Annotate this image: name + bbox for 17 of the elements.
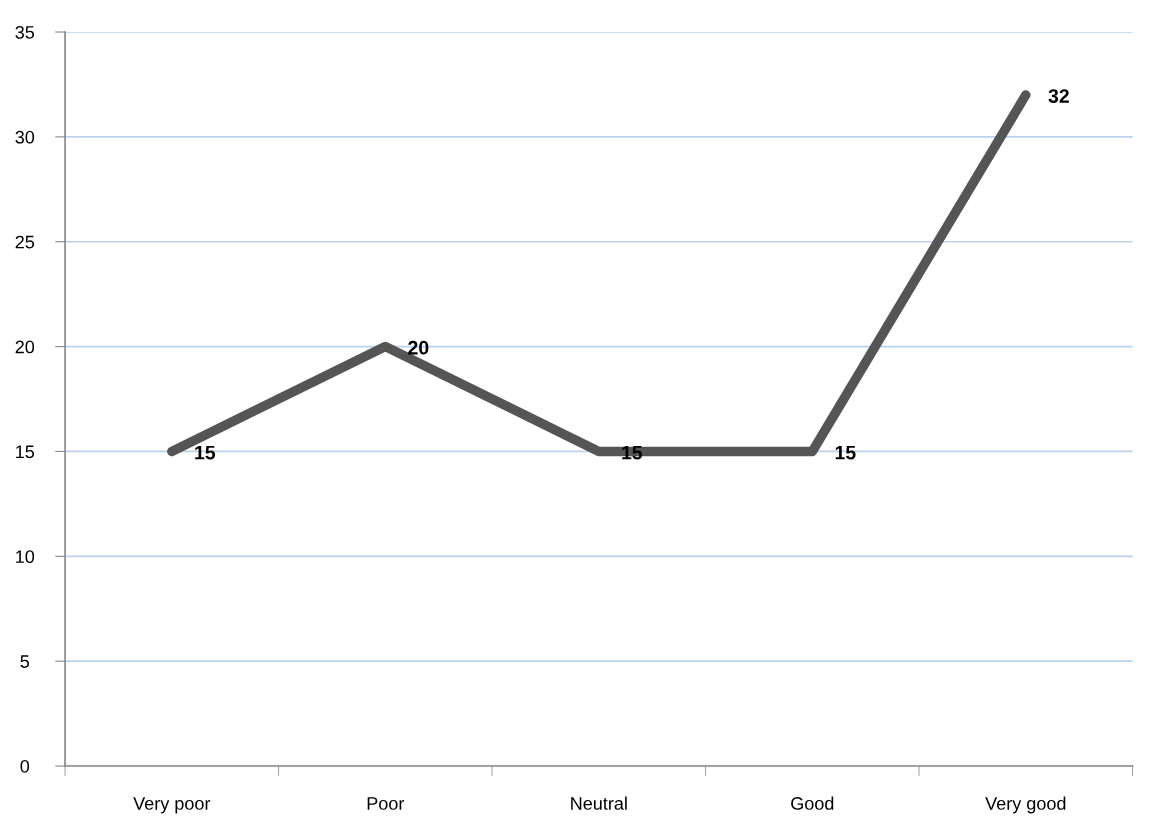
y-tick-label: 15 — [16, 445, 35, 459]
y-tick-label: 10 — [16, 550, 35, 564]
y-tick-label: 20 — [15, 340, 35, 354]
y-tick-label: 25 — [15, 235, 35, 249]
x-tick-label: Poor — [367, 797, 405, 810]
y-tick-label: 5 — [20, 655, 30, 668]
y-tick-label: 30 — [15, 130, 35, 144]
x-tick-label: Very poor — [133, 797, 211, 814]
data-label: 32 — [1048, 89, 1069, 103]
x-tick-label: Very good — [985, 796, 1066, 814]
y-tick-label: 0 — [20, 759, 30, 773]
x-tick-label: Neutral — [571, 796, 627, 810]
data-label: 15 — [195, 445, 216, 460]
data-label: 15 — [835, 445, 856, 460]
y-tick-label: 35 — [15, 25, 35, 39]
x-tick-label: Good — [791, 796, 834, 810]
data-label: 20 — [408, 340, 429, 355]
